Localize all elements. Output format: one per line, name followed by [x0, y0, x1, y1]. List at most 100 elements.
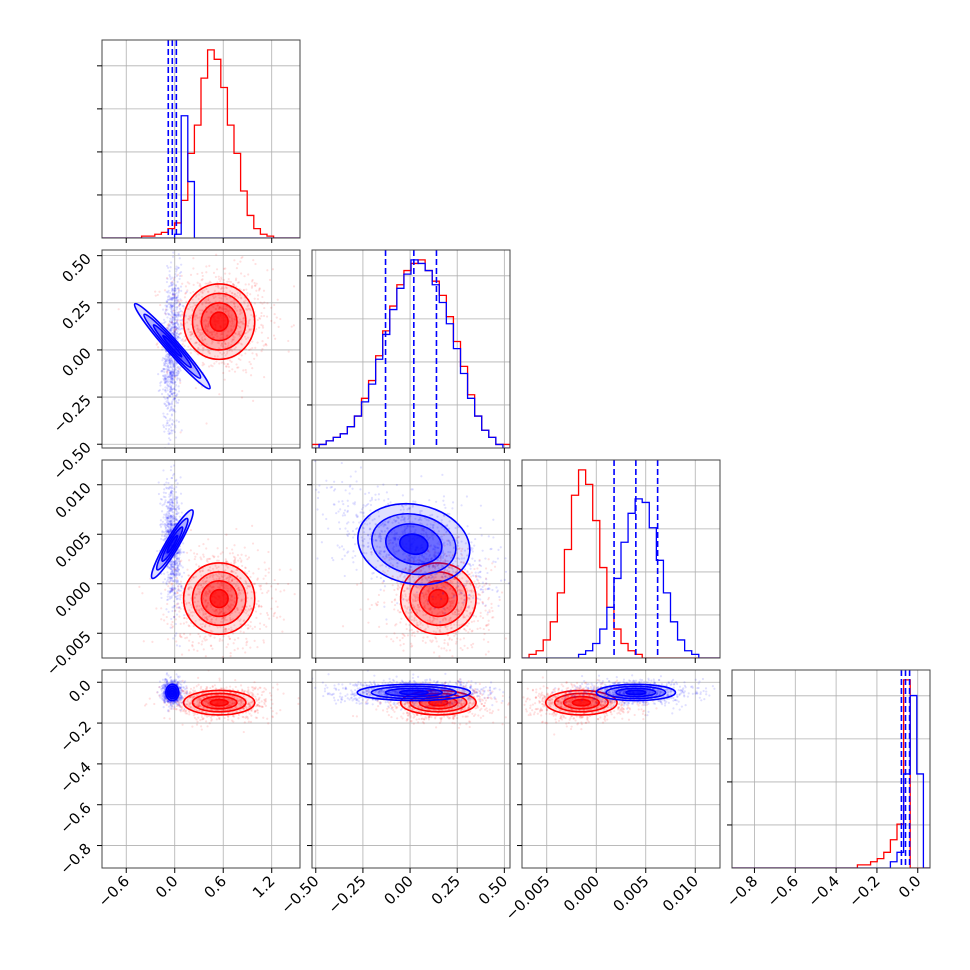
scatter-point [171, 570, 174, 573]
scatter-point [169, 372, 172, 375]
scatter-point [169, 371, 173, 374]
scatter-point [176, 319, 179, 322]
scatter-point [240, 396, 244, 399]
scatter-point [198, 328, 201, 331]
scatter-point [228, 637, 231, 640]
scatter-point [174, 595, 177, 598]
scatter-point [406, 634, 410, 637]
scatter-point [377, 593, 381, 597]
scatter-point [179, 492, 183, 495]
scatter-point [178, 645, 181, 648]
scatter-point [185, 551, 189, 554]
scatter-point [265, 611, 269, 615]
scatter-point [171, 510, 174, 513]
scatter-point [172, 579, 175, 583]
scatter-point [167, 406, 170, 409]
scatter-point [164, 360, 167, 363]
scatter-point [171, 507, 175, 510]
scatter-point [179, 332, 183, 335]
scatter-point [222, 281, 226, 284]
scatter-point [226, 309, 229, 312]
scatter-point [173, 559, 176, 562]
scatter-point [408, 629, 411, 632]
scatter-point [169, 519, 172, 522]
scatter-point [170, 306, 173, 310]
scatter-point [163, 389, 167, 392]
scatter-point [169, 388, 172, 391]
scatter-point [236, 554, 240, 557]
scatter-point [172, 375, 175, 379]
scatter-point [222, 340, 226, 343]
scatter-point [170, 588, 173, 591]
scatter-point [155, 607, 158, 610]
scatter-point [172, 584, 175, 587]
scatter-point [239, 260, 242, 263]
scatter-point [170, 358, 174, 362]
scatter-point [174, 559, 178, 563]
scatter-point [174, 289, 177, 292]
scatter-point [249, 309, 252, 312]
scatter-point [217, 565, 220, 569]
scatter-point [172, 308, 176, 312]
scatter-point [171, 504, 174, 507]
scatter-point [219, 306, 222, 309]
scatter-point [289, 568, 292, 571]
scatter-point [174, 322, 177, 325]
scatter-point [243, 302, 246, 305]
scatter-point [167, 580, 171, 583]
scatter-point [177, 314, 180, 317]
scatter-point [177, 333, 181, 336]
scatter-point [231, 320, 234, 323]
scatter-point [207, 557, 211, 561]
scatter-point [173, 397, 176, 400]
scatter-point [228, 320, 232, 323]
scatter-point [180, 601, 184, 604]
scatter-point [179, 607, 182, 610]
scatter-point [170, 514, 173, 517]
scatter-point [169, 381, 173, 384]
scatter-point [207, 290, 210, 293]
scatter-point [252, 258, 255, 262]
scatter-point [367, 491, 371, 494]
scatter-point [170, 408, 173, 411]
scatter-point [170, 326, 173, 330]
scatter-point [209, 603, 212, 606]
scatter-point [190, 606, 193, 609]
scatter-point [163, 311, 167, 315]
scatter-point [205, 594, 208, 598]
scatter-point [215, 608, 218, 612]
scatter-point [343, 514, 347, 517]
scatter-point [205, 590, 208, 594]
scatter-point [167, 519, 170, 522]
scatter-point [211, 630, 214, 633]
scatter-point [173, 293, 177, 296]
scatter-point [199, 591, 202, 594]
scatter-point [168, 357, 171, 360]
scatter-point [187, 587, 190, 590]
scatter-point [421, 639, 424, 643]
scatter-point [247, 322, 250, 325]
scatter-point [169, 509, 172, 512]
scatter-point [175, 598, 178, 601]
scatter-point [167, 585, 170, 588]
scatter-point [446, 642, 449, 645]
scatter-point [206, 601, 209, 605]
scatter-point [471, 629, 474, 632]
scatter-point [382, 589, 386, 592]
scatter-point [214, 610, 217, 613]
scatter-point [175, 582, 178, 585]
scatter-point [370, 577, 373, 580]
scatter-point [170, 587, 173, 590]
scatter-point [236, 607, 239, 610]
scatter-point [166, 552, 169, 556]
scatter-point [244, 283, 247, 286]
scatter-point [177, 367, 180, 370]
scatter-point [176, 393, 179, 396]
scatter-point [176, 378, 179, 381]
scatter-point [174, 361, 177, 364]
scatter-point [174, 288, 177, 291]
scatter-point [478, 584, 481, 587]
scatter-point [170, 372, 173, 376]
scatter-point [179, 379, 182, 382]
scatter-point [162, 426, 166, 429]
